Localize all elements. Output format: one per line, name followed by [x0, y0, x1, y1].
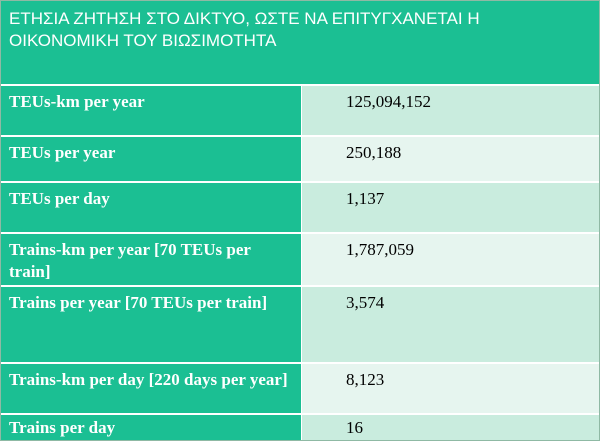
- row-divider: [1, 232, 599, 234]
- row-value-trains-km-per-day: 8,123: [302, 364, 599, 413]
- row-label-trains-km-per-year: Trains-km per year [70 TEUs per train]: [1, 234, 301, 285]
- row-value-teus-km-per-year: 125,094,152: [302, 86, 599, 135]
- table-row: TEUs per day 1,137: [1, 183, 599, 232]
- row-label-teus-per-day: TEUs per day: [1, 183, 301, 232]
- row-value-trains-per-year: 3,574: [302, 287, 599, 362]
- row-label-teus-per-year: TEUs per year: [1, 137, 301, 181]
- table-row: Trains per day 16: [1, 415, 599, 440]
- table-row: Trains-km per day [220 days per year] 8,…: [1, 364, 599, 413]
- row-divider: [1, 181, 599, 183]
- row-label-teus-km-per-year: TEUs-km per year: [1, 86, 301, 135]
- row-value-teus-per-year: 250,188: [302, 137, 599, 181]
- row-divider: [1, 362, 599, 364]
- table-row: Trains per year [70 TEUs per train] 3,57…: [1, 287, 599, 362]
- row-value-trains-km-per-year: 1,787,059: [302, 234, 599, 285]
- table-row: Trains-km per year [70 TEUs per train] 1…: [1, 234, 599, 285]
- row-value-teus-per-day: 1,137: [302, 183, 599, 232]
- table-row: TEUs-km per year 125,094,152: [1, 86, 599, 135]
- row-divider: [1, 135, 599, 137]
- table-title: ΕΤΗΣΙΑ ΖΗΤΗΣΗ ΣΤΟ ΔΙΚΤΥΟ, ΩΣΤΕ ΝΑ ΕΠΙΤΥΓ…: [1, 1, 599, 84]
- row-value-trains-per-day: 16: [302, 415, 599, 440]
- table-row: TEUs per year 250,188: [1, 137, 599, 181]
- row-label-trains-per-year: Trains per year [70 TEUs per train]: [1, 287, 301, 362]
- row-label-trains-km-per-day: Trains-km per day [220 days per year]: [1, 364, 301, 413]
- row-divider: [1, 413, 599, 415]
- row-label-trains-per-day: Trains per day: [1, 415, 301, 440]
- row-divider: [1, 285, 599, 287]
